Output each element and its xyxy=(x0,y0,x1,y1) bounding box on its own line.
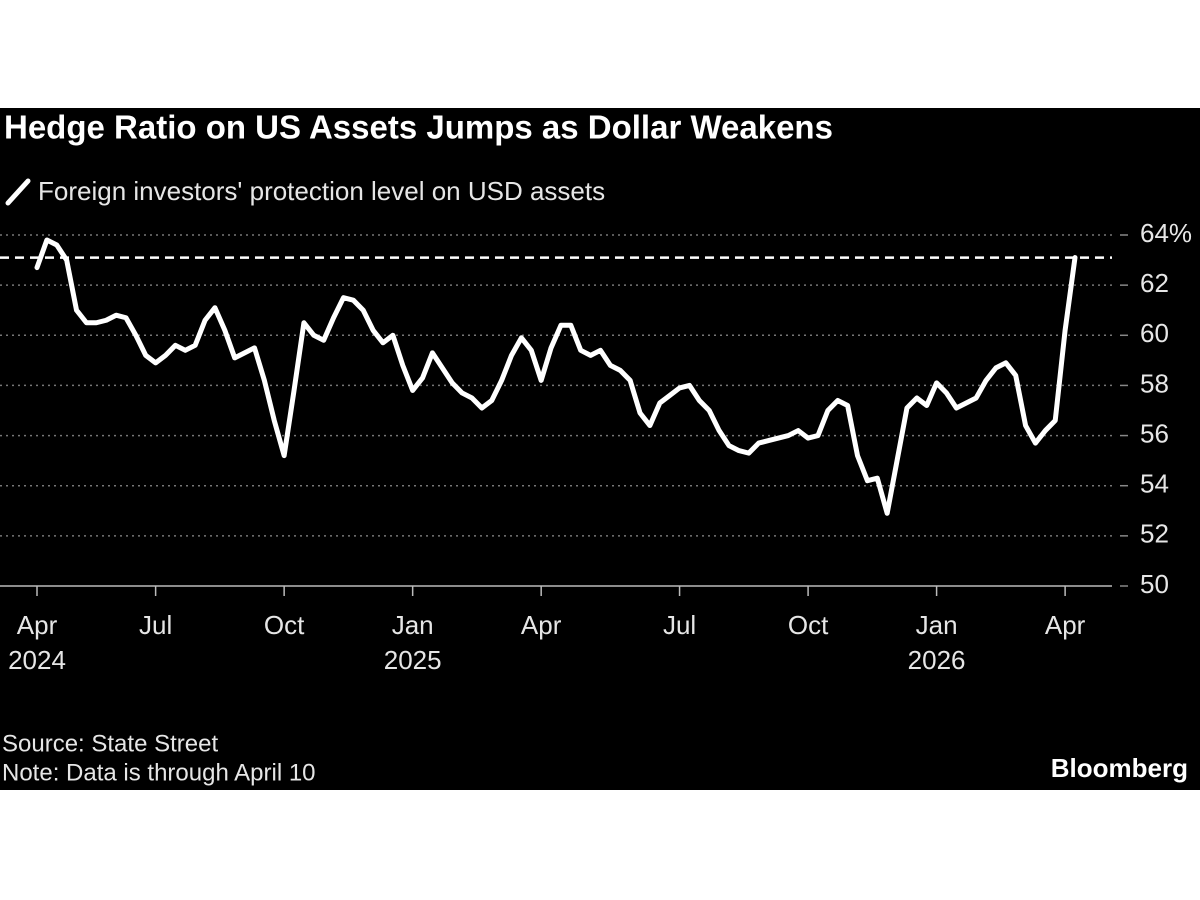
x-year-label: 2026 xyxy=(908,645,966,675)
chart-panel xyxy=(0,108,1200,790)
legend-label: Foreign investors' protection level on U… xyxy=(38,176,605,206)
chart-title: Hedge Ratio on US Assets Jumps as Dollar… xyxy=(4,109,833,146)
y-tick-label: 56 xyxy=(1140,418,1169,448)
x-tick-label: Jan xyxy=(392,610,434,640)
y-tick-label: 64% xyxy=(1140,218,1192,248)
note: Note: Data is through April 10 xyxy=(2,759,316,786)
x-tick-label: Oct xyxy=(788,610,829,640)
x-tick-label: Apr xyxy=(521,610,562,640)
y-tick-label: 54 xyxy=(1140,469,1169,499)
x-year-label: 2024 xyxy=(8,645,66,675)
x-tick-label: Jan xyxy=(916,610,958,640)
x-tick-label: Oct xyxy=(264,610,305,640)
x-tick-label: Apr xyxy=(1045,610,1086,640)
y-tick-label: 52 xyxy=(1140,519,1169,549)
x-year-label: 2025 xyxy=(384,645,442,675)
y-tick-label: 50 xyxy=(1140,569,1169,599)
source: Source: State Street xyxy=(2,730,218,757)
x-tick-label: Jul xyxy=(663,610,696,640)
brand: Bloomberg xyxy=(1051,753,1188,783)
legend-swatch xyxy=(5,178,31,206)
y-tick-label: 60 xyxy=(1140,318,1169,348)
x-tick-label: Jul xyxy=(139,610,172,640)
y-tick-label: 62 xyxy=(1140,268,1169,298)
x-tick-label: Apr xyxy=(17,610,58,640)
y-tick-label: 58 xyxy=(1140,368,1169,398)
data-line xyxy=(34,237,1078,516)
